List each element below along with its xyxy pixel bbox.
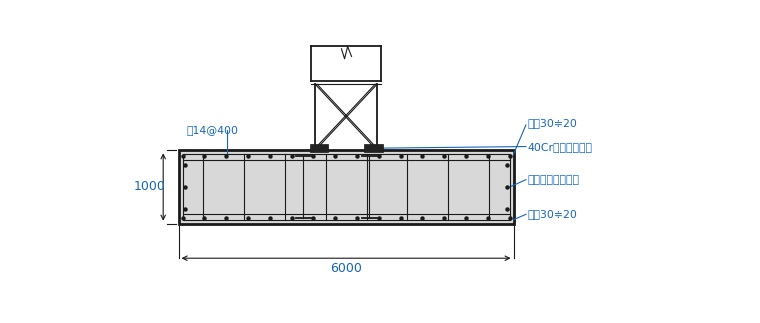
Text: 双咇30≑20: 双咇30≑20 (527, 209, 578, 219)
Text: 6000: 6000 (330, 263, 362, 276)
Text: 1000: 1000 (133, 181, 165, 193)
Text: 双咇30≑20: 双咇30≑20 (527, 119, 578, 129)
Bar (179, 151, 514, 224)
Text: 圔14@400: 圔14@400 (186, 125, 239, 135)
Bar (182, 154, 510, 220)
Bar (364, 144, 382, 152)
Bar (309, 144, 328, 152)
Text: 40Cr塔吊专用螺栓: 40Cr塔吊专用螺栓 (527, 141, 593, 151)
Text: 塔吊专用定位钉板: 塔吊专用定位钉板 (527, 175, 579, 185)
